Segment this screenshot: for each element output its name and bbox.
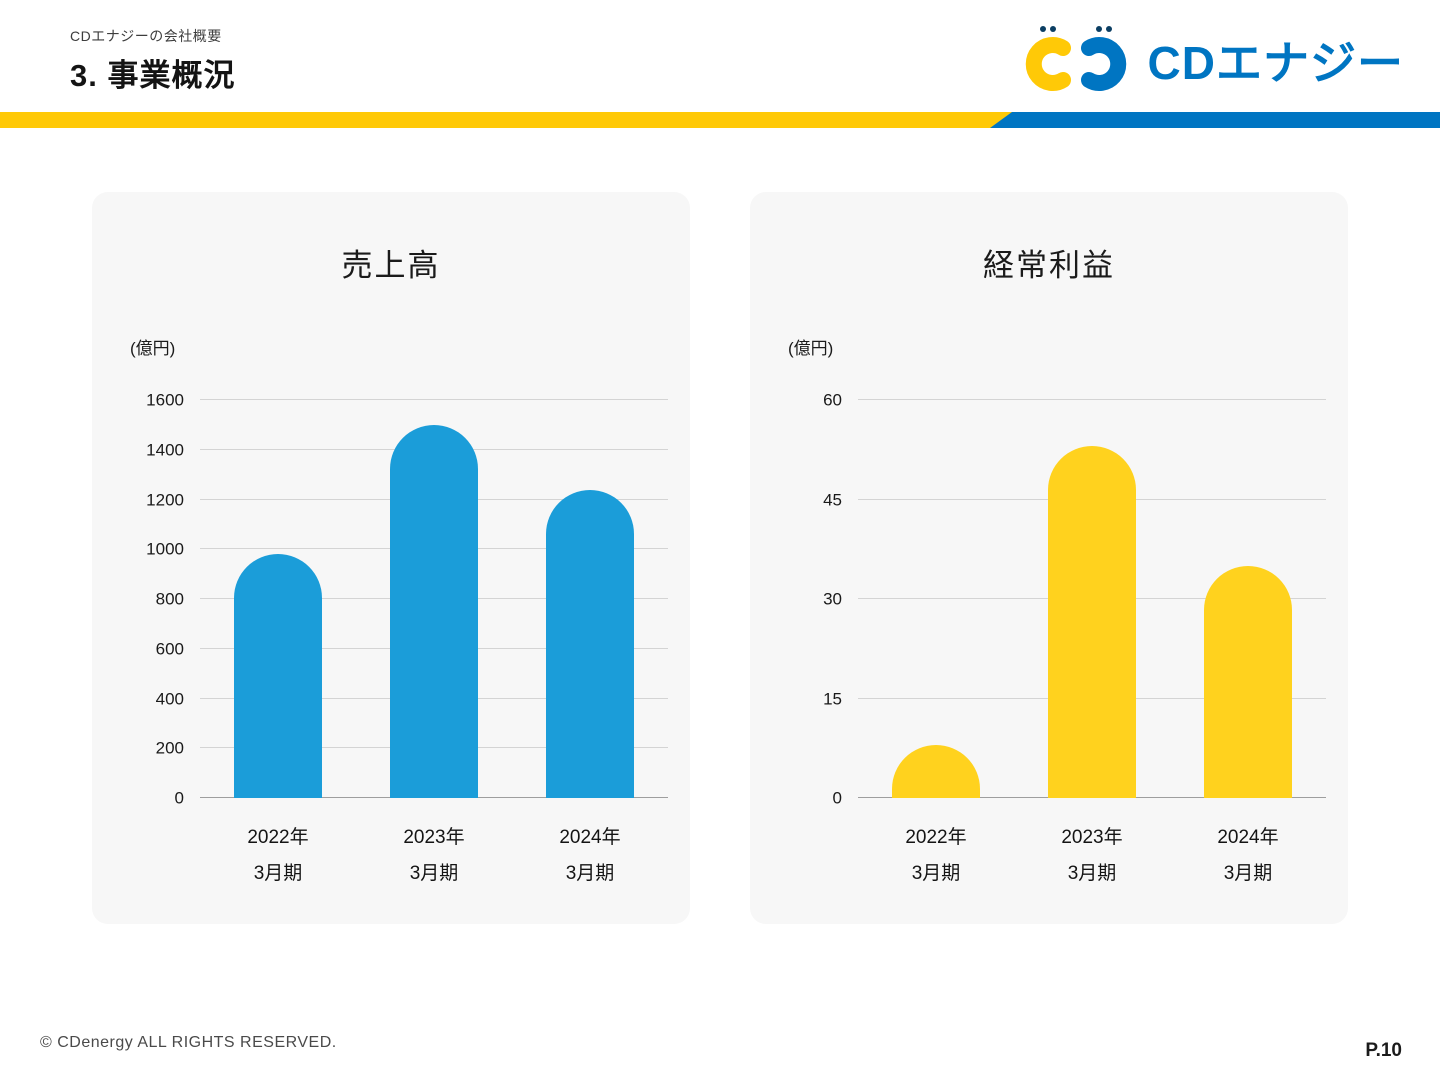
y-tick-label: 0	[832, 788, 842, 808]
y-tick-label: 1000	[146, 539, 184, 559]
x-category-label: 2024年 3月期	[1217, 827, 1279, 885]
y-tick-label: 400	[155, 689, 184, 708]
profit-chart-card: 経常利益 (億円) 0 15 30 45 60 2022年 3月期 2023年 3月期 2024年…	[750, 192, 1348, 924]
y-tick-label: 30	[823, 589, 842, 609]
y-tick-label: 45	[823, 490, 842, 509]
x-category-label: 2023年 3月期	[403, 827, 465, 885]
y-tick-label: 60	[823, 390, 842, 410]
y-tick-label: 800	[155, 589, 184, 609]
revenue-chart-card: 売上高 (億円) 0 200 400 600 800 1000 1200 1400 1600 20…	[92, 192, 690, 924]
bar-2024年	[546, 489, 634, 798]
y-tick-label: 1200	[146, 490, 184, 509]
x-category-label: 2022年 3月期	[247, 827, 309, 885]
bar-2022年	[891, 744, 980, 798]
unit-label: (億円)	[130, 339, 176, 358]
page-title: 3. 事業概況	[70, 58, 236, 93]
y-tick-label: 200	[155, 738, 184, 758]
y-tick-label: 1400	[146, 440, 184, 460]
page-number: P.10	[1365, 1040, 1402, 1061]
gridline	[858, 399, 1326, 400]
x-category-label: 2023年 3月期	[1061, 827, 1123, 885]
chart-title-revenue: 売上高	[341, 248, 441, 283]
breadcrumb: CDエナジーの会社概要	[70, 28, 222, 44]
y-tick-label: 0	[174, 788, 184, 808]
gridline	[200, 399, 668, 400]
company-logo: CDエナジー	[1016, 24, 1404, 96]
y-tick-label: 1600	[146, 390, 184, 410]
y-tick-label: 600	[155, 639, 184, 659]
divider-band	[0, 112, 1440, 128]
chart-title-profit: 経常利益	[983, 248, 1115, 283]
profit-bar-chart: 0 15 30 45 60 2022年 3月期 2023年 3月期 2024年 3月期	[823, 392, 1326, 884]
logo-mark-icon	[1016, 22, 1134, 99]
x-category-label: 2022年 3月期	[905, 827, 967, 885]
unit-label: (億円)	[788, 339, 834, 358]
revenue-bar-chart: 0 200 400 600 800 1000 1200 1400 1600 2022年 3月期 202…	[146, 392, 668, 884]
y-tick-label: 15	[823, 689, 842, 708]
copyright-text: © CDenergy ALL RIGHTS RESERVED.	[40, 1034, 337, 1051]
bar-2022年	[233, 554, 322, 798]
logo-text: CDエナジー	[1147, 37, 1404, 89]
bar-2023年	[1048, 446, 1136, 798]
bar-2023年	[390, 424, 478, 798]
x-category-label: 2024年 3月期	[559, 827, 621, 885]
divider-band-yellow	[0, 112, 1012, 128]
bar-2024年	[1204, 565, 1292, 798]
